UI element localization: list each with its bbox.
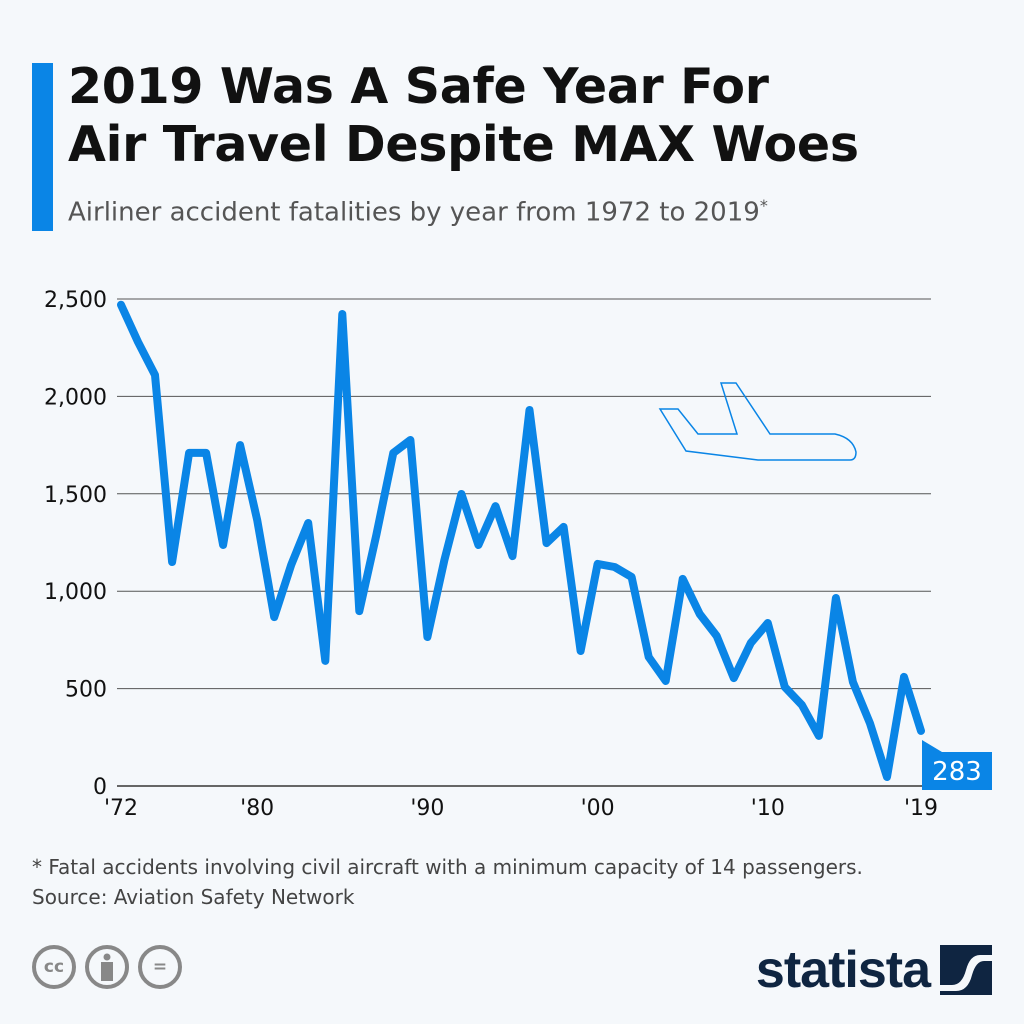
x-tick-label: '80: [240, 796, 274, 821]
y-tick-label: 500: [65, 678, 107, 703]
footnote-note: * Fatal accidents involving civil aircra…: [32, 855, 863, 879]
last-value-box: [922, 752, 992, 790]
airplane-icon: [658, 382, 857, 461]
title-line-2: Air Travel Despite MAX Woes: [68, 116, 859, 173]
license-icons: cc =: [32, 945, 182, 989]
cc-icon[interactable]: cc: [32, 945, 76, 989]
x-tick-label: '00: [581, 796, 615, 821]
y-axis-labels: 0 500 1,000 1,500 2,000 2,500: [44, 288, 107, 800]
statista-logo[interactable]: statista: [756, 940, 992, 1000]
logo-text: statista: [755, 941, 931, 999]
fatalities-line: [117, 300, 925, 781]
y-tick-label: 1,000: [44, 580, 107, 605]
x-axis-labels: '72 '80 '90 '00 '10 '19: [104, 796, 938, 821]
y-tick-label: 2,000: [44, 385, 107, 410]
subtitle: Airliner accident fatalities by year fro…: [68, 196, 768, 228]
x-tick-label: '72: [104, 796, 138, 821]
gridlines: [117, 298, 931, 787]
page-title: 2019 Was A Safe Year For Air Travel Desp…: [68, 58, 859, 174]
x-tick-label: '10: [751, 796, 785, 821]
x-tick-label: '90: [410, 796, 444, 821]
footnote-source: Source: Aviation Safety Network: [32, 885, 355, 909]
last-value-label: 283: [922, 740, 992, 790]
no-derivatives-icon[interactable]: =: [138, 945, 182, 989]
x-tick-label: '19: [904, 796, 938, 821]
footnote: * Fatal accidents involving civil aircra…: [32, 852, 863, 912]
subtitle-mark: *: [759, 196, 768, 215]
y-tick-label: 0: [93, 775, 107, 800]
accent-bar: [32, 63, 53, 231]
attribution-icon[interactable]: [85, 945, 129, 989]
last-value-text: 283: [932, 757, 982, 787]
y-tick-label: 1,500: [44, 483, 107, 508]
subtitle-text: Airliner accident fatalities by year fro…: [68, 197, 760, 228]
y-tick-label: 2,500: [44, 288, 107, 313]
series-line: [117, 300, 925, 781]
title-line-1: 2019 Was A Safe Year For: [68, 58, 769, 115]
statista-mark-icon: [940, 945, 992, 995]
